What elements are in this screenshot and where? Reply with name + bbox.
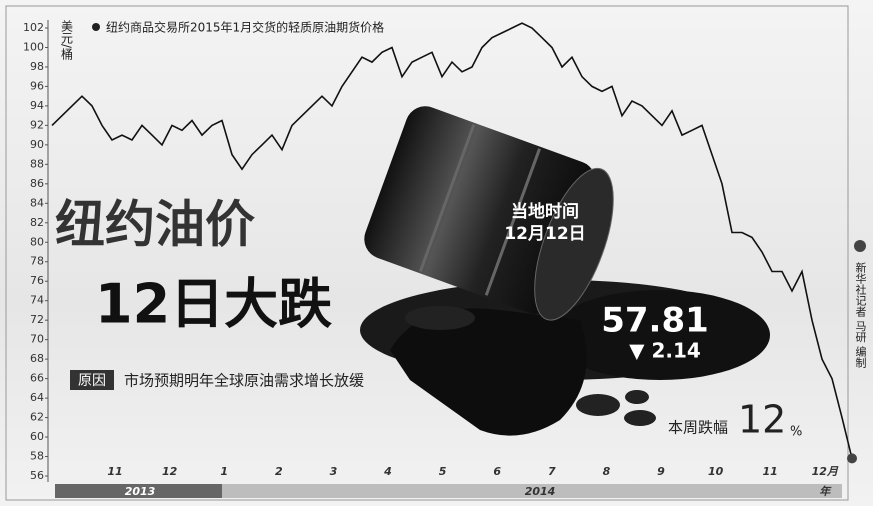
x-tick-label: 8 bbox=[603, 465, 611, 478]
y-tick-label: 82 bbox=[30, 216, 44, 229]
barrel-text: 当地时间 bbox=[511, 201, 579, 222]
weekly-drop-unit: % bbox=[790, 425, 802, 440]
oil-drop bbox=[405, 306, 475, 330]
oil-drop bbox=[576, 394, 620, 416]
y-tick-label: 62 bbox=[30, 411, 44, 424]
y-tick-label: 96 bbox=[30, 79, 44, 92]
y-tick-label: 72 bbox=[30, 313, 44, 326]
reason-tag: 原因 bbox=[78, 373, 106, 389]
year-bar bbox=[222, 484, 842, 498]
barrel-text: 12月12日 bbox=[504, 224, 585, 244]
reason-tag-bg bbox=[70, 370, 114, 390]
x-tick-label: 3 bbox=[330, 465, 338, 478]
barrel-lid bbox=[534, 167, 614, 321]
end-point bbox=[847, 453, 857, 464]
y-tick-label: 74 bbox=[30, 294, 44, 307]
y-tick-label: 98 bbox=[30, 60, 44, 73]
weekly-drop-value: 12 bbox=[738, 398, 786, 442]
year-suffix: 年 bbox=[819, 485, 832, 498]
y-tick-label: 100 bbox=[23, 40, 44, 53]
y-tick-label: 88 bbox=[30, 157, 44, 170]
x-tick-label: 2 bbox=[275, 465, 283, 478]
credit: 新华社记者 马研 编制 bbox=[854, 261, 867, 368]
oil-drop bbox=[624, 410, 656, 426]
barrel bbox=[364, 106, 614, 321]
credit-logo bbox=[854, 240, 866, 252]
oil-puddle bbox=[550, 290, 770, 380]
y-tick-label: 76 bbox=[30, 274, 44, 287]
chart-title: 纽约商品交易所2015年1月交货的轻质原油期货价格 bbox=[106, 20, 384, 35]
y-tick-label: 56 bbox=[30, 469, 44, 482]
y-tick-label: 102 bbox=[23, 21, 44, 34]
headline: 12日大跌 bbox=[95, 273, 332, 336]
y-tick-label: 66 bbox=[30, 372, 44, 385]
oil-drop bbox=[625, 390, 649, 404]
x-tick-label: 9 bbox=[657, 465, 665, 478]
y-tick-label: 94 bbox=[30, 99, 44, 112]
y-tick-label: 64 bbox=[30, 391, 44, 404]
x-tick-label: 11 bbox=[107, 465, 122, 478]
reason: 市场预期明年全球原油需求增长放缓 bbox=[124, 372, 364, 390]
x-tick-label: 7 bbox=[548, 465, 556, 478]
x-tick-label: 10 bbox=[708, 465, 724, 478]
price-change: ▼ 2.14 bbox=[629, 339, 701, 363]
barrel-rib bbox=[419, 124, 476, 272]
x-tick-label: 6 bbox=[493, 465, 501, 478]
y-tick-label: 70 bbox=[30, 333, 44, 346]
y-tick-label: 68 bbox=[30, 352, 44, 365]
x-tick-label: 12 bbox=[162, 465, 178, 478]
barrel-rib bbox=[484, 148, 541, 296]
barrel-reflection bbox=[390, 308, 587, 436]
y-tick-label: 84 bbox=[30, 196, 44, 209]
y-tick-label: 80 bbox=[30, 235, 44, 248]
x-tick-label: 4 bbox=[383, 465, 392, 478]
year-label: 2014 bbox=[525, 485, 556, 498]
x-tick-label: 1 bbox=[220, 465, 228, 478]
y-tick-label: 58 bbox=[30, 450, 44, 463]
legend-dot bbox=[92, 23, 100, 31]
price: 57.81 bbox=[601, 301, 709, 341]
y-tick-label: 90 bbox=[30, 138, 44, 151]
frame bbox=[5, 5, 849, 501]
y-tick-label: 92 bbox=[30, 118, 44, 131]
x-tick-label: 11 bbox=[763, 465, 778, 478]
weekly-drop-label: 本周跌幅 bbox=[668, 419, 728, 437]
headline: 纽约油价 bbox=[55, 196, 255, 254]
year-bar bbox=[55, 484, 222, 498]
year-label: 2013 bbox=[125, 485, 156, 498]
y-tick-label: 86 bbox=[30, 177, 44, 190]
x-tick-label: 12月 bbox=[812, 465, 839, 478]
y-unit: 美元/桶 bbox=[60, 20, 74, 60]
y-tick-label: 78 bbox=[30, 255, 44, 268]
x-tick-label: 5 bbox=[439, 465, 447, 478]
price-line bbox=[51, 22, 853, 459]
y-tick-label: 60 bbox=[30, 430, 44, 443]
